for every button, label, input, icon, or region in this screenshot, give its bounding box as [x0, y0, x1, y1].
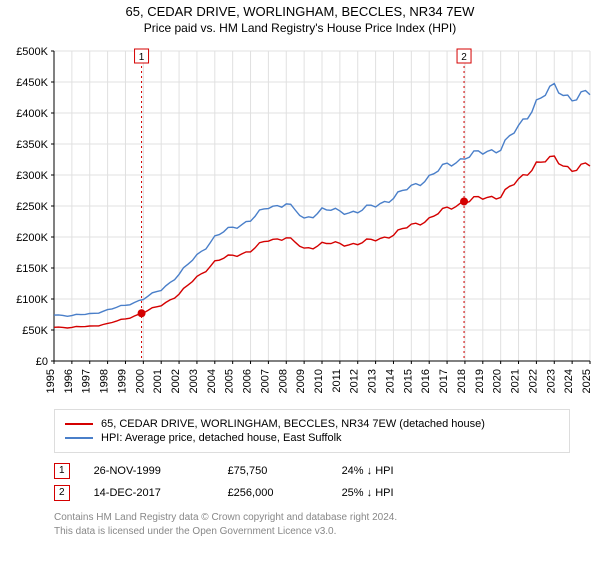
- svg-text:2013: 2013: [367, 369, 379, 393]
- svg-text:£400K: £400K: [16, 108, 48, 120]
- transaction-date: 26-NOV-1999: [94, 465, 204, 477]
- svg-text:1995: 1995: [45, 369, 57, 393]
- svg-text:2: 2: [461, 52, 467, 63]
- marker-badge-1: 1: [54, 463, 70, 479]
- chart-header: 65, CEDAR DRIVE, WORLINGHAM, BECCLES, NR…: [0, 4, 600, 35]
- svg-text:1996: 1996: [63, 369, 75, 393]
- transaction-date: 14-DEC-2017: [94, 487, 204, 499]
- svg-text:2016: 2016: [420, 369, 432, 393]
- svg-text:1998: 1998: [99, 369, 111, 393]
- svg-text:2018: 2018: [456, 369, 468, 393]
- table-row: 2 14-DEC-2017 £256,000 25% ↓ HPI: [54, 485, 570, 501]
- svg-text:2011: 2011: [331, 369, 343, 393]
- legend: 65, CEDAR DRIVE, WORLINGHAM, BECCLES, NR…: [54, 409, 570, 453]
- marker-badge-2: 2: [54, 485, 70, 501]
- legend-swatch-series1: [65, 423, 93, 425]
- svg-text:2001: 2001: [152, 369, 164, 393]
- svg-text:£250K: £250K: [16, 201, 48, 213]
- svg-text:2008: 2008: [277, 369, 289, 393]
- svg-text:2020: 2020: [492, 369, 504, 393]
- svg-text:2014: 2014: [384, 369, 396, 393]
- svg-text:2025: 2025: [581, 369, 593, 393]
- svg-text:2002: 2002: [170, 369, 182, 393]
- svg-text:1997: 1997: [81, 369, 93, 393]
- svg-text:2009: 2009: [295, 369, 307, 393]
- svg-text:2017: 2017: [438, 369, 450, 393]
- footer-line: This data is licensed under the Open Gov…: [54, 525, 570, 539]
- svg-text:1: 1: [139, 52, 145, 63]
- svg-text:2004: 2004: [206, 369, 218, 393]
- svg-text:2022: 2022: [527, 369, 539, 393]
- svg-text:2003: 2003: [188, 369, 200, 393]
- svg-text:2010: 2010: [313, 369, 325, 393]
- line-chart: £0 £50K £100K £150K £200K £250K £300K £350K £400…: [0, 41, 600, 401]
- transaction-price: £256,000: [228, 487, 318, 499]
- svg-text:2024: 2024: [563, 369, 575, 393]
- transaction-delta: 25% ↓ HPI: [342, 487, 432, 499]
- footer-line: Contains HM Land Registry data © Crown c…: [54, 511, 570, 525]
- svg-text:2005: 2005: [224, 369, 236, 393]
- svg-text:2019: 2019: [474, 369, 486, 393]
- chart-area: £0 £50K £100K £150K £200K £250K £300K £350K £400…: [0, 41, 600, 401]
- svg-text:£500K: £500K: [16, 46, 48, 58]
- svg-text:2012: 2012: [349, 369, 361, 393]
- legend-item: 65, CEDAR DRIVE, WORLINGHAM, BECCLES, NR…: [65, 418, 559, 430]
- svg-text:2006: 2006: [242, 369, 254, 393]
- transactions-table: 1 26-NOV-1999 £75,750 24% ↓ HPI 2 14-DEC…: [54, 463, 570, 501]
- footer: Contains HM Land Registry data © Crown c…: [54, 511, 570, 539]
- svg-text:2015: 2015: [402, 369, 414, 393]
- svg-text:2021: 2021: [510, 369, 522, 393]
- svg-text:£0: £0: [36, 356, 48, 368]
- svg-text:£200K: £200K: [16, 232, 48, 244]
- svg-text:£150K: £150K: [16, 263, 48, 275]
- svg-text:2000: 2000: [134, 369, 146, 393]
- transaction-delta: 24% ↓ HPI: [342, 465, 432, 477]
- svg-text:1999: 1999: [116, 369, 128, 393]
- legend-item: HPI: Average price, detached house, East…: [65, 432, 559, 444]
- svg-text:2023: 2023: [545, 369, 557, 393]
- svg-text:£100K: £100K: [16, 294, 48, 306]
- svg-text:2007: 2007: [259, 369, 271, 393]
- legend-swatch-series2: [65, 437, 93, 439]
- svg-text:£50K: £50K: [22, 325, 48, 337]
- table-row: 1 26-NOV-1999 £75,750 24% ↓ HPI: [54, 463, 570, 479]
- chart-subtitle: Price paid vs. HM Land Registry's House …: [0, 21, 600, 35]
- legend-label: 65, CEDAR DRIVE, WORLINGHAM, BECCLES, NR…: [101, 418, 485, 430]
- svg-text:£350K: £350K: [16, 139, 48, 151]
- legend-label: HPI: Average price, detached house, East…: [101, 432, 342, 444]
- chart-title: 65, CEDAR DRIVE, WORLINGHAM, BECCLES, NR…: [0, 4, 600, 19]
- svg-text:£300K: £300K: [16, 170, 48, 182]
- svg-text:£450K: £450K: [16, 77, 48, 89]
- transaction-price: £75,750: [228, 465, 318, 477]
